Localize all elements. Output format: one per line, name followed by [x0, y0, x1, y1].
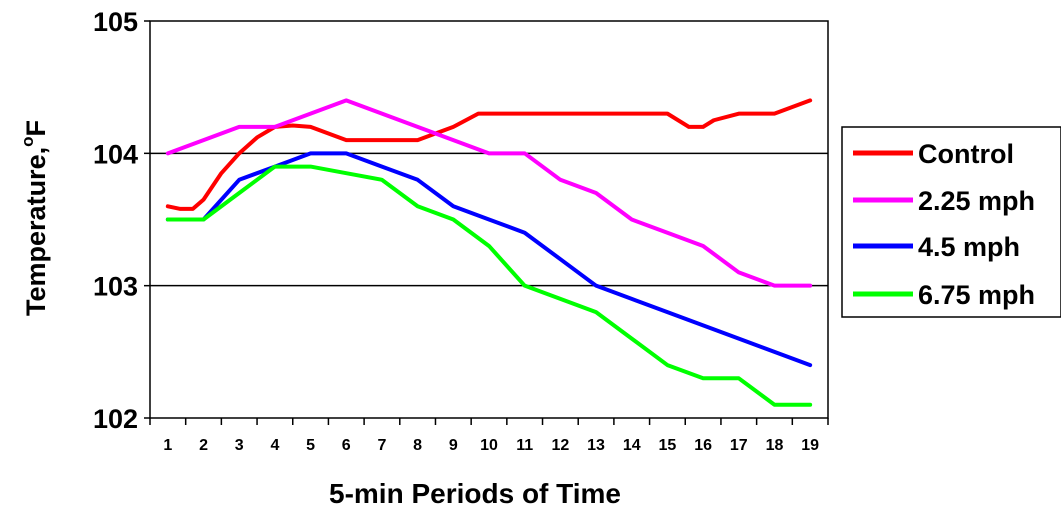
- series-line-4: [165, 164, 813, 407]
- x-tick-label: 17: [730, 437, 748, 454]
- x-tick-label: 10: [480, 437, 498, 454]
- x-tick-label: 1: [163, 437, 172, 454]
- x-axis-tick-marks: [149, 418, 829, 425]
- x-tick-label: 9: [449, 437, 458, 454]
- x-tick-label: 19: [801, 437, 819, 454]
- plot-area-border: [149, 20, 829, 419]
- y-tick-label: 103: [93, 272, 138, 302]
- legend-label-3: 4.5 mph: [918, 232, 1020, 262]
- y-axis-title: Temperature,oF: [18, 120, 51, 316]
- x-tick-label: 5: [306, 437, 315, 454]
- series-line-2: [165, 98, 813, 288]
- legend-box: [841, 126, 1061, 318]
- x-tick-label: 2: [199, 437, 208, 454]
- x-tick-label: 7: [377, 437, 386, 454]
- x-axis-title: 5-min Periods of Time: [329, 478, 621, 509]
- x-tick-label: 4: [270, 437, 279, 454]
- y-axis-tick-labels: 102 103 104 105: [93, 7, 150, 434]
- legend-label-1: Control: [918, 139, 1014, 169]
- x-tick-label: 6: [342, 437, 351, 454]
- y-axis-unit: F: [21, 120, 51, 137]
- y-tick-label: 102: [93, 404, 138, 434]
- svg-text:Temperature,oF: Temperature,oF: [18, 120, 51, 316]
- y-axis-title-text: Temperature,: [21, 147, 51, 316]
- x-tick-label: 18: [766, 437, 784, 454]
- x-tick-label: 3: [235, 437, 244, 454]
- x-tick-label: 15: [659, 437, 677, 454]
- x-tick-label: 16: [694, 437, 712, 454]
- x-tick-label: 11: [516, 437, 533, 454]
- y-axis-degree-symbol: o: [18, 137, 37, 147]
- legend-label-2: 2.25 mph: [918, 186, 1035, 216]
- x-tick-label: 8: [413, 437, 422, 454]
- series-line-3: [165, 151, 813, 368]
- x-axis-tick-labels: 1 2 3 4 5 6 7 8 9 10 11 12 13 14 15 16 17 18 19: [163, 437, 819, 454]
- legend: Control 2.25 mph 4.5 mph 6.75 mph: [841, 126, 1061, 318]
- x-tick-label: 13: [587, 437, 605, 454]
- series-lines: [165, 98, 813, 407]
- y-tick-label: 104: [93, 139, 138, 169]
- legend-label-4: 6.75 mph: [918, 280, 1035, 310]
- x-tick-label: 12: [551, 437, 569, 454]
- y-tick-label: 105: [93, 7, 138, 37]
- x-tick-label: 14: [623, 437, 641, 454]
